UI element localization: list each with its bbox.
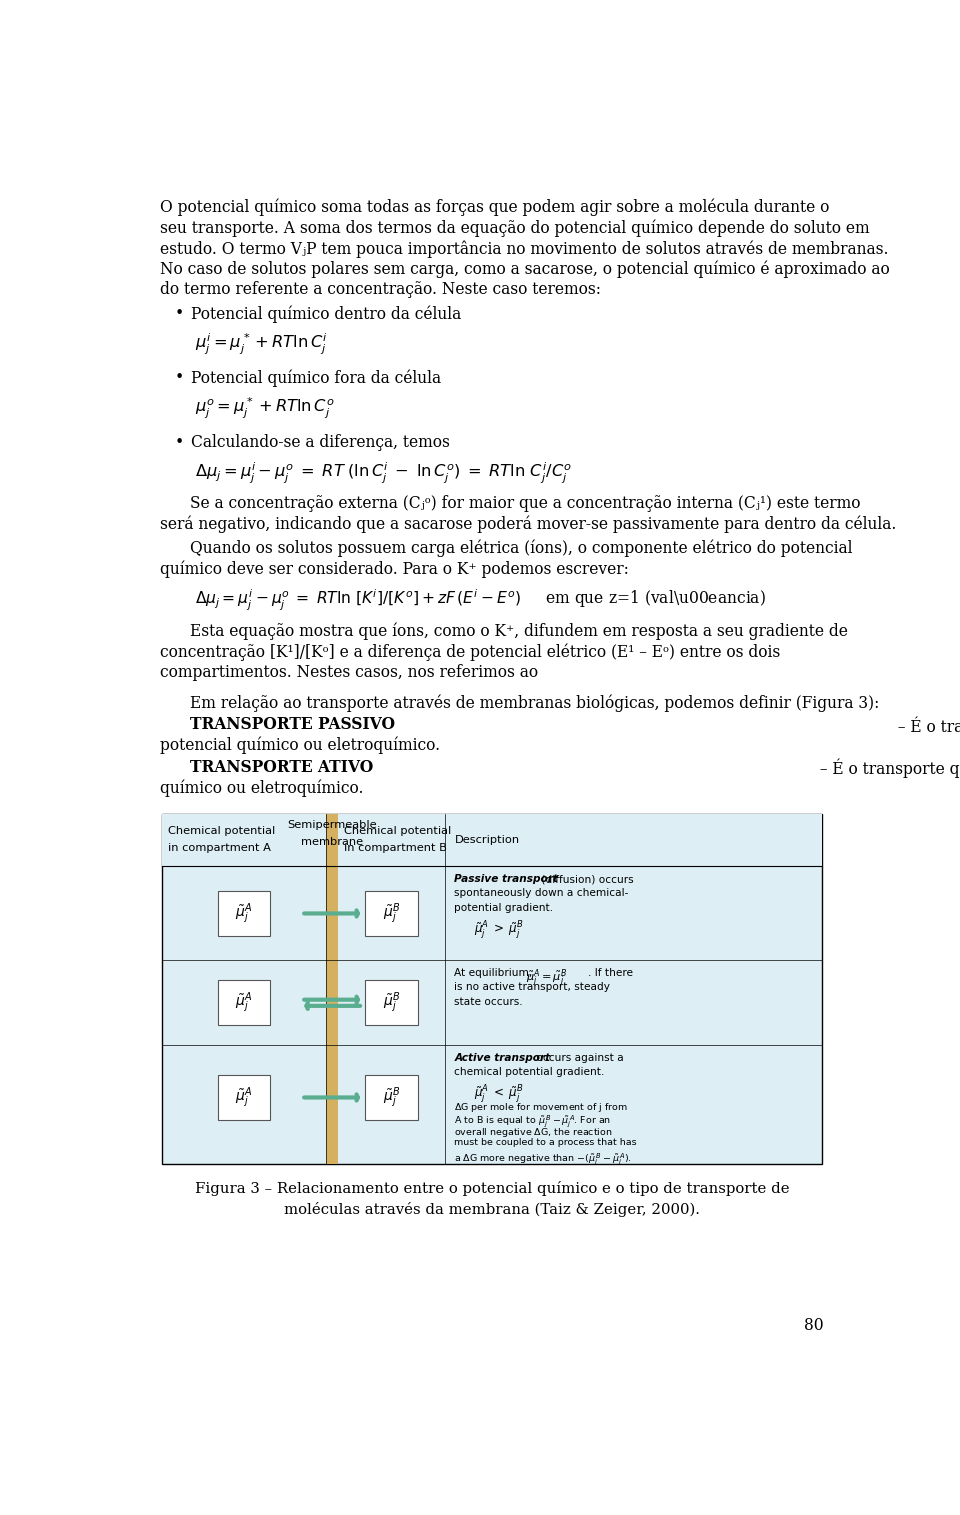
- Text: Description: Description: [454, 835, 519, 845]
- Text: Figura 3 – Relacionamento entre o potencial químico e o tipo de transporte de: Figura 3 – Relacionamento entre o potenc…: [195, 1182, 789, 1197]
- Bar: [366, 980, 418, 1026]
- Text: in compartment B: in compartment B: [345, 844, 447, 853]
- Text: potencial químico ou eletroquímico.: potencial químico ou eletroquímico.: [160, 736, 441, 754]
- Text: TRANSPORTE ATIVO: TRANSPORTE ATIVO: [190, 759, 373, 776]
- Text: Quando os solutos possuem carga elétrica (íons), o componente elétrico do potenc: Quando os solutos possuem carga elétrica…: [190, 539, 852, 558]
- Text: (diffusion) occurs: (diffusion) occurs: [539, 874, 634, 885]
- Text: is no active transport, steady: is no active transport, steady: [454, 982, 611, 992]
- Bar: [218, 1076, 271, 1120]
- Text: •: •: [175, 305, 183, 323]
- Text: Passive transport: Passive transport: [454, 874, 559, 885]
- Text: in compartment A: in compartment A: [168, 844, 271, 853]
- Text: concentração [K¹]/[Kᵒ] e a diferença de potencial elétrico (E¹ – Eᵒ) entre os do: concentração [K¹]/[Kᵒ] e a diferença de …: [160, 644, 780, 661]
- Text: compartimentos. Nestes casos, nos referimos ao: compartimentos. Nestes casos, nos referi…: [160, 664, 543, 682]
- Text: químico ou eletroquímico.: químico ou eletroquímico.: [160, 780, 364, 797]
- Text: Semipermeable: Semipermeable: [287, 820, 377, 830]
- Text: potential gradient.: potential gradient.: [454, 903, 554, 912]
- Text: Chemical potential: Chemical potential: [168, 827, 276, 836]
- Bar: [218, 980, 271, 1026]
- Text: $\mu_j^o = \mu^*_j + RT\ln C_j^o$: $\mu_j^o = \mu^*_j + RT\ln C_j^o$: [195, 395, 335, 421]
- Text: Potencial químico dentro da célula: Potencial químico dentro da célula: [191, 305, 462, 323]
- Text: $\Delta\mu_j = \mu_j^i - \mu_j^o \;=\; RT\ln\,[K^i]/[K^o] + zF\,(E^i - E^o)$$\qu: $\Delta\mu_j = \mu_j^i - \mu_j^o \;=\; R…: [195, 588, 766, 614]
- Text: $\tilde{\mu}_j^A \;>\; \tilde{\mu}_j^B$: $\tilde{\mu}_j^A \;>\; \tilde{\mu}_j^B$: [474, 920, 523, 942]
- Text: seu transporte. A soma dos termos da equação do potencial químico depende do sol: seu transporte. A soma dos termos da equ…: [160, 220, 870, 236]
- Text: occurs against a: occurs against a: [534, 1053, 624, 1064]
- Text: spontaneously down a chemical-: spontaneously down a chemical-: [454, 888, 629, 898]
- Text: a $\Delta$G more negative than $-(\tilde{\mu}_j^{\,B} - \tilde{\mu}_j^{\,A})$.: a $\Delta$G more negative than $-(\tilde…: [454, 1151, 633, 1167]
- Text: At equilibrium,: At equilibrium,: [454, 968, 536, 979]
- Text: $\tilde{\mu}_j^B$: $\tilde{\mu}_j^B$: [383, 901, 400, 926]
- Text: Se a concentração externa (Cⱼᵒ) for maior que a concentração interna (Cⱼ¹) este : Se a concentração externa (Cⱼᵒ) for maio…: [190, 495, 860, 512]
- Text: $\Delta$G per mole for movement of j from: $\Delta$G per mole for movement of j fro…: [454, 1101, 629, 1114]
- Bar: [366, 891, 418, 936]
- Text: $\tilde{\mu}_j^A$: $\tilde{\mu}_j^A$: [235, 901, 252, 926]
- Text: $\tilde{\mu}_j^A$: $\tilde{\mu}_j^A$: [235, 1085, 252, 1109]
- Text: $\tilde{\mu}_j^A = \tilde{\mu}_j^B$: $\tilde{\mu}_j^A = \tilde{\mu}_j^B$: [526, 968, 567, 991]
- Text: must be coupled to a process that has: must be coupled to a process that has: [454, 1138, 637, 1147]
- Text: Chemical potential: Chemical potential: [345, 827, 451, 836]
- Text: – É o transporte que ocorre contra o gradiente de potencial: – É o transporte que ocorre contra o gra…: [815, 759, 960, 779]
- Bar: [366, 1076, 418, 1120]
- Text: estudo. O termo VⱼP tem pouca importância no movimento de solutos através de mem: estudo. O termo VⱼP tem pouca importânci…: [160, 239, 889, 258]
- Text: Esta equação mostra que íons, como o K⁺, difundem em resposta a seu gradiente de: Esta equação mostra que íons, como o K⁺,…: [190, 623, 848, 641]
- Bar: [218, 891, 271, 936]
- Text: $\Delta\mu_j = \mu_j^i - \mu_j^o \;=\; RT\;(\ln C_j^i \;-\; \ln C_j^o) \;=\; RT\: $\Delta\mu_j = \mu_j^i - \mu_j^o \;=\; R…: [195, 461, 572, 486]
- Text: •: •: [175, 370, 183, 386]
- Text: chemical potential gradient.: chemical potential gradient.: [454, 1067, 605, 1077]
- Text: •: •: [175, 433, 183, 451]
- Text: – É o transporte que ocorre a favor do gradiente de: – É o transporte que ocorre a favor do g…: [893, 717, 960, 736]
- Text: Em relação ao transporte através de membranas biológicas, podemos definir (Figur: Em relação ao transporte através de memb…: [190, 694, 879, 712]
- Text: A to B is equal to $\tilde{\mu}_j^{\,B} - \tilde{\mu}_j^{\,A}$. For an: A to B is equal to $\tilde{\mu}_j^{\,B} …: [454, 1114, 612, 1129]
- Text: membrane: membrane: [301, 838, 363, 847]
- Bar: [326, 814, 338, 1165]
- Text: overall negative $\Delta$G, the reaction: overall negative $\Delta$G, the reaction: [454, 1126, 613, 1139]
- Text: moléculas através da membrana (Taiz & Zeiger, 2000).: moléculas através da membrana (Taiz & Ze…: [284, 1201, 700, 1217]
- Text: Calculando-se a diferença, temos: Calculando-se a diferença, temos: [191, 433, 450, 451]
- Text: $\mu_j^i = \mu^*_j + RT\ln C_j^i$: $\mu_j^i = \mu^*_j + RT\ln C_j^i$: [195, 332, 328, 358]
- Text: Potencial químico fora da célula: Potencial químico fora da célula: [191, 370, 442, 386]
- Text: $\tilde{\mu}_j^A$: $\tilde{\mu}_j^A$: [235, 991, 252, 1015]
- Text: $\tilde{\mu}_j^B$: $\tilde{\mu}_j^B$: [383, 1085, 400, 1109]
- Text: $\tilde{\mu}_j^B$: $\tilde{\mu}_j^B$: [383, 991, 400, 1015]
- Text: $\tilde{\mu}_j^A \;<\; \tilde{\mu}_j^B$: $\tilde{\mu}_j^A \;<\; \tilde{\mu}_j^B$: [474, 1085, 523, 1106]
- Text: do termo referente a concentração. Neste caso teremos:: do termo referente a concentração. Neste…: [160, 282, 601, 298]
- Text: No caso de solutos polares sem carga, como a sacarose, o potencial químico é apr: No caso de solutos polares sem carga, co…: [160, 261, 890, 279]
- Bar: [162, 814, 822, 1165]
- Text: state occurs.: state occurs.: [454, 997, 523, 1006]
- Text: O potencial químico soma todas as forças que podem agir sobre a molécula durante: O potencial químico soma todas as forças…: [160, 198, 829, 217]
- Text: 80: 80: [804, 1318, 824, 1335]
- Text: . If there: . If there: [588, 968, 633, 979]
- Bar: [162, 814, 822, 867]
- Text: será negativo, indicando que a sacarose poderá mover-se passivamente para dentro: será negativo, indicando que a sacarose …: [160, 515, 897, 533]
- Text: TRANSPORTE PASSIVO: TRANSPORTE PASSIVO: [190, 717, 395, 733]
- Text: químico deve ser considerado. Para o K⁺ podemos escrever:: químico deve ser considerado. Para o K⁺ …: [160, 561, 629, 577]
- Text: Active transport: Active transport: [454, 1053, 550, 1064]
